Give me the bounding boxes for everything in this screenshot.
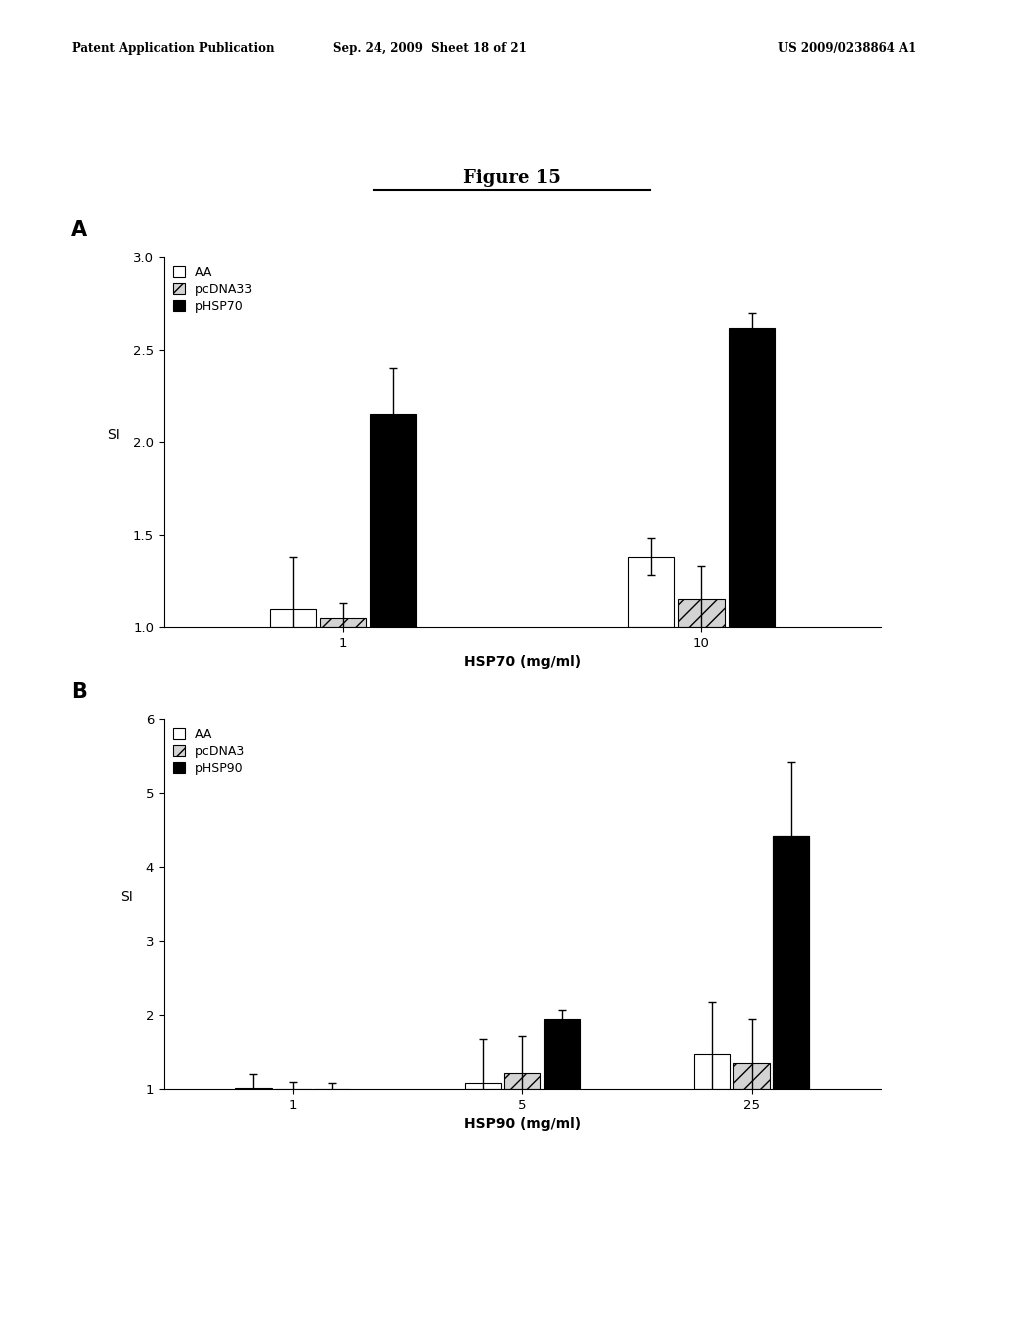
- Legend: AA, pcDNA33, pHSP70: AA, pcDNA33, pHSP70: [170, 264, 256, 315]
- Bar: [236, 1088, 271, 1089]
- Bar: [504, 1073, 541, 1089]
- X-axis label: HSP90 (mg/ml): HSP90 (mg/ml): [464, 1117, 581, 1131]
- X-axis label: HSP70 (mg/ml): HSP70 (mg/ml): [464, 655, 581, 669]
- Bar: [319, 618, 367, 627]
- Bar: [269, 609, 316, 627]
- Bar: [370, 414, 417, 627]
- Y-axis label: SI: SI: [120, 890, 132, 904]
- Bar: [465, 1084, 501, 1089]
- Bar: [733, 1063, 770, 1089]
- Text: Sep. 24, 2009  Sheet 18 of 21: Sep. 24, 2009 Sheet 18 of 21: [333, 42, 527, 55]
- Bar: [773, 836, 809, 1089]
- Text: US 2009/0238864 A1: US 2009/0238864 A1: [778, 42, 916, 55]
- Bar: [544, 1019, 580, 1089]
- Text: B: B: [71, 682, 87, 702]
- Bar: [628, 557, 675, 627]
- Text: Patent Application Publication: Patent Application Publication: [72, 42, 274, 55]
- Bar: [728, 327, 775, 627]
- Bar: [694, 1053, 730, 1089]
- Text: A: A: [71, 220, 87, 240]
- Y-axis label: SI: SI: [108, 428, 120, 442]
- Text: Figure 15: Figure 15: [463, 169, 561, 187]
- Bar: [678, 599, 725, 627]
- Legend: AA, pcDNA3, pHSP90: AA, pcDNA3, pHSP90: [170, 726, 248, 777]
- Bar: [773, 836, 809, 1089]
